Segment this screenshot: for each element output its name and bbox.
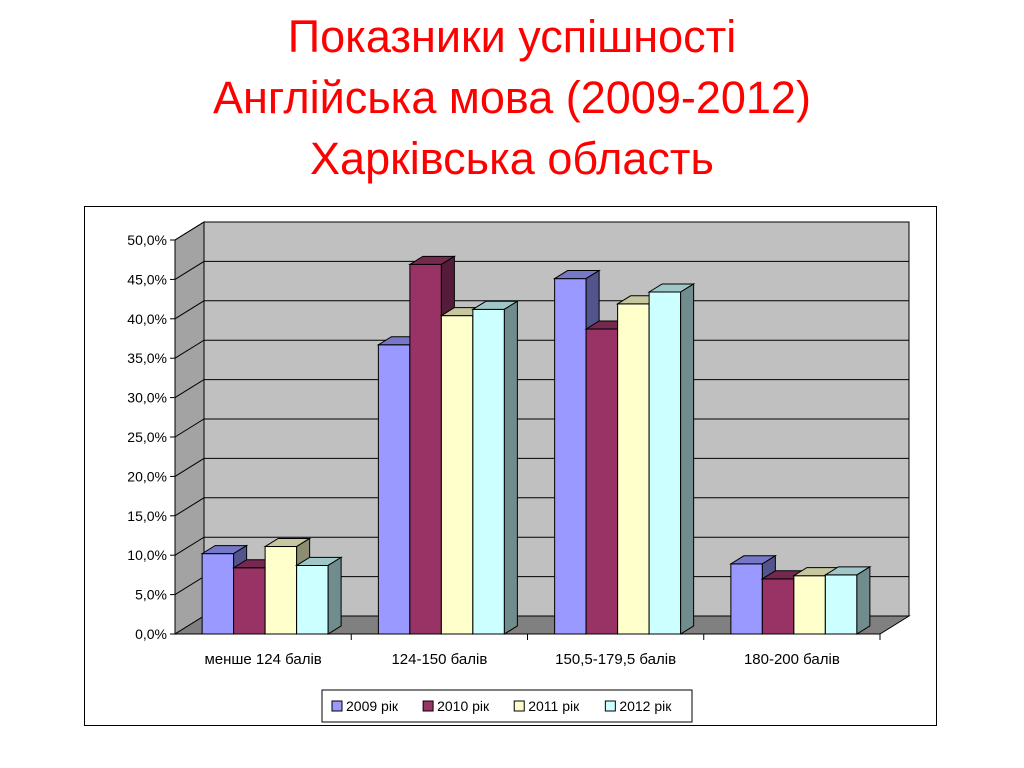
bar: [648, 291, 682, 635]
bar: [761, 578, 795, 635]
bar: [201, 553, 235, 635]
legend-label: 2010 рік: [437, 698, 490, 714]
y-tick-label: 45,0%: [127, 271, 167, 287]
bar: [472, 308, 505, 635]
bar: [585, 328, 619, 635]
legend: [321, 689, 693, 723]
legend-swatch: [513, 700, 525, 712]
bar: [377, 344, 411, 635]
bar: [296, 564, 329, 635]
bar-side: [327, 556, 342, 635]
x-category-label: 180-200 балів: [744, 651, 840, 668]
y-tick-label: 30,0%: [127, 390, 167, 406]
bar: [730, 563, 763, 635]
title-line-2: Англійська мова (2009-2012): [213, 72, 811, 123]
x-category-label: 150,5-179,5 балів: [555, 651, 676, 668]
y-tick-label: 15,0%: [127, 508, 167, 524]
bar: [554, 278, 587, 635]
x-category-label: менше 124 балів: [204, 651, 321, 668]
bar-side: [856, 565, 871, 635]
y-tick-label: 40,0%: [127, 311, 167, 327]
legend-swatch: [422, 700, 434, 712]
legend-label: 2012 рік: [619, 698, 672, 714]
y-tick-label: 0,0%: [135, 626, 167, 642]
bar: [793, 575, 826, 635]
bar-side: [680, 283, 695, 635]
y-tick-label: 50,0%: [127, 232, 167, 248]
legend-label: 2009 рік: [346, 698, 399, 714]
title-line-3: Харківська область: [310, 133, 714, 184]
y-tick-label: 25,0%: [127, 429, 167, 445]
y-tick-label: 5,0%: [135, 587, 167, 603]
gridline: [174, 260, 909, 280]
bar: [409, 263, 442, 635]
legend-label: 2011 рік: [528, 698, 580, 714]
legend-swatch: [331, 700, 343, 712]
bar: [824, 574, 858, 635]
y-tick-label: 10,0%: [127, 547, 167, 563]
gridline: [174, 221, 909, 241]
title-line-1: Показники успішності: [287, 11, 737, 62]
x-category-label: 124-150 балів: [391, 651, 487, 668]
y-tick-label: 35,0%: [127, 350, 167, 366]
bar: [617, 303, 650, 635]
slide-title: Показники успішності Англійська мова (20…: [0, 6, 1024, 189]
bar: [233, 567, 266, 635]
y-tick-label: 20,0%: [127, 468, 167, 484]
bar-side: [503, 300, 518, 635]
bar: [440, 315, 474, 635]
bar: [264, 546, 298, 635]
legend-swatch: [604, 700, 616, 712]
